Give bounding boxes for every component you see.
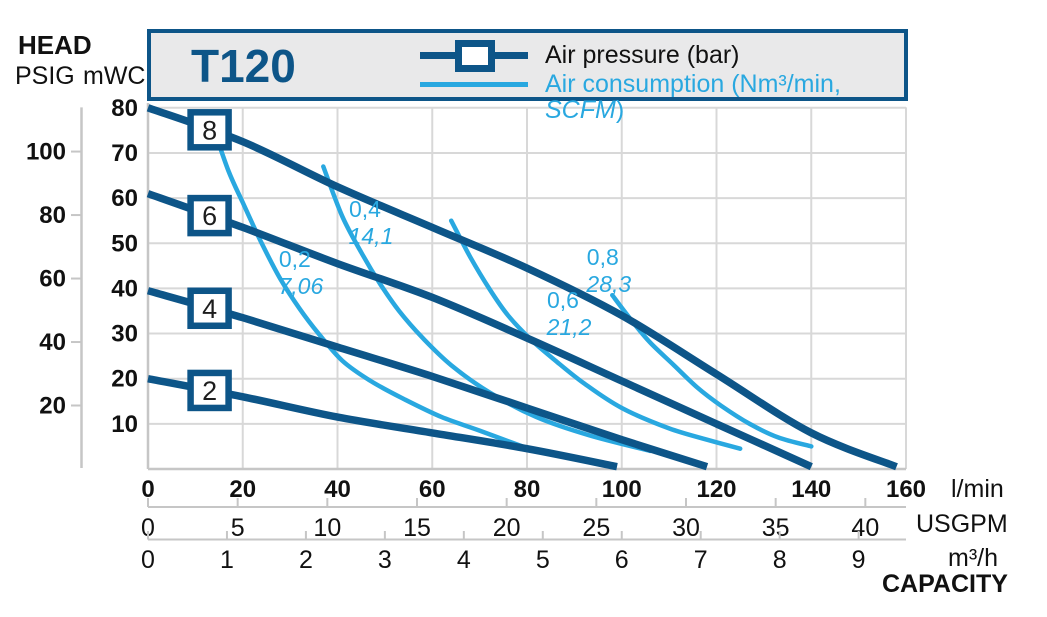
consumption-nm3min-label: 0,2: [279, 246, 311, 272]
lmin-tick-label: 140: [791, 476, 831, 503]
psig-tick-label: 100: [26, 139, 66, 166]
mwc-tick-label: 80: [111, 95, 138, 122]
air-pressure-curve: [147, 375, 618, 471]
m3h-tick-label: 1: [220, 546, 234, 574]
pressure-badge-box: [187, 109, 232, 151]
m3h-tick-label: 9: [852, 546, 866, 574]
m3h-tick-label: 7: [694, 546, 708, 574]
grid-lines: [146, 103, 907, 471]
pressure-badge-value: 6: [202, 201, 217, 231]
air-consumption-curve: [448, 218, 743, 451]
m3h-tick-label: 0: [141, 546, 155, 574]
m3h-tick-label: 8: [773, 546, 787, 574]
usgpm-tick-label: 35: [762, 514, 790, 542]
psig-axis: 20 40 60 80 100: [26, 107, 83, 468]
consumption-nm3min-label: 0,4: [349, 196, 381, 222]
pressure-badges: 8 6 4 2: [187, 109, 232, 412]
air-pressure-curve: [146, 190, 813, 471]
usgpm-tick-label: 0: [141, 514, 155, 542]
lmin-tick-label: 80: [514, 476, 541, 503]
mwc-tick-label: 60: [111, 185, 138, 212]
air-consumption-curve: [212, 128, 525, 449]
mwc-tick-label: 70: [111, 140, 138, 167]
mwc-unit-label: mWC: [83, 62, 146, 90]
mwc-tick-label: 50: [111, 230, 138, 257]
legend-air-pressure-label: Air pressure (bar): [545, 41, 740, 69]
psig-tick-label: 40: [39, 329, 66, 356]
legend-box: T120 Air pressure (bar) Air consumption …: [147, 29, 908, 123]
m3h-tick-label: 6: [615, 546, 629, 574]
pressure-badge-value: 4: [202, 294, 217, 324]
lmin-tick-label: 40: [324, 476, 351, 503]
m3h-tick-label: 4: [457, 546, 471, 574]
usgpm-axis-unit-label: USGPM: [916, 510, 1008, 538]
legend-air-consumption-prefix: Air consumption (Nm³/min,: [545, 70, 841, 98]
usgpm-tick-label: 20: [493, 514, 521, 542]
usgpm-axis: 0 5 10 15 20 25 30 35 40: [141, 498, 906, 542]
mwc-tick-label: 30: [111, 321, 138, 348]
air-consumption-labels: 0,27,06 0,414,1 0,621,2 0,828,3: [278, 196, 631, 340]
consumption-scfm-label: 21,2: [546, 314, 592, 340]
air-pressure-curve: [146, 104, 898, 471]
pressure-badge-box: [187, 194, 232, 237]
consumption-scfm-label: 7,06: [278, 273, 323, 299]
lmin-tick-label: 100: [602, 476, 642, 503]
legend-air-consumption-label: Air consumption (Nm³/min, SCFM): [545, 71, 904, 123]
m3h-axis: 0 1 2 3 4 5 6 7 8 9: [141, 531, 906, 574]
usgpm-tick-label: 25: [582, 514, 610, 542]
usgpm-tick-label: 10: [313, 514, 341, 542]
pressure-badge-value: 2: [202, 376, 217, 406]
consumption-nm3min-label: 0,8: [587, 244, 619, 270]
air-pressure-square-marker-icon: [455, 40, 495, 72]
pressure-badge-box: [187, 369, 232, 412]
psig-tick-label: 80: [39, 202, 66, 229]
head-axis-title: HEAD: [18, 30, 92, 60]
usgpm-tick-label: 30: [672, 514, 700, 542]
usgpm-tick-label: 40: [851, 514, 879, 542]
lmin-tick-label: 20: [229, 476, 256, 503]
capacity-axis-title: CAPACITY: [882, 570, 1008, 598]
usgpm-tick-label: 15: [403, 514, 431, 542]
legend-air-consumption-scfm: SCFM: [545, 96, 616, 124]
lmin-tick-label: 120: [696, 476, 736, 503]
model-title: T120: [191, 40, 296, 92]
consumption-nm3min-label: 0,6: [547, 287, 579, 313]
psig-tick-label: 20: [39, 393, 66, 420]
air-consumption-line-icon: [420, 82, 528, 87]
m3h-axis-unit-label: m³/h: [948, 544, 998, 572]
lmin-axis: 0 20 40 60 80 100 120 140 160: [141, 476, 926, 503]
consumption-scfm-label: 28,3: [585, 271, 631, 297]
air-pressure-curves: [146, 104, 898, 471]
legend-air-consumption-suffix: ): [615, 96, 625, 124]
mwc-tick-label: 20: [111, 366, 138, 393]
mwc-tick-label: 10: [111, 411, 138, 438]
lmin-tick-label: 0: [141, 476, 154, 503]
mwc-axis: 10 20 30 40 50 60 70 80: [111, 95, 138, 438]
pressure-badge-box: [187, 287, 232, 330]
air-consumption-curve: [321, 164, 653, 454]
air-pressure-curve: [146, 287, 709, 471]
psig-unit-label: PSIG: [15, 62, 75, 90]
m3h-tick-label: 3: [378, 546, 392, 574]
psig-tick-label: 60: [39, 266, 66, 293]
m3h-tick-label: 2: [299, 546, 313, 574]
m3h-tick-label: 5: [536, 546, 550, 574]
lmin-axis-unit-label: l/min: [951, 475, 1004, 503]
pressure-badge-value: 8: [202, 115, 217, 145]
mwc-tick-label: 40: [111, 275, 138, 302]
lmin-tick-label: 160: [886, 476, 926, 503]
lmin-tick-label: 60: [419, 476, 446, 503]
consumption-scfm-label: 14,1: [349, 223, 394, 249]
usgpm-tick-label: 5: [231, 514, 245, 542]
